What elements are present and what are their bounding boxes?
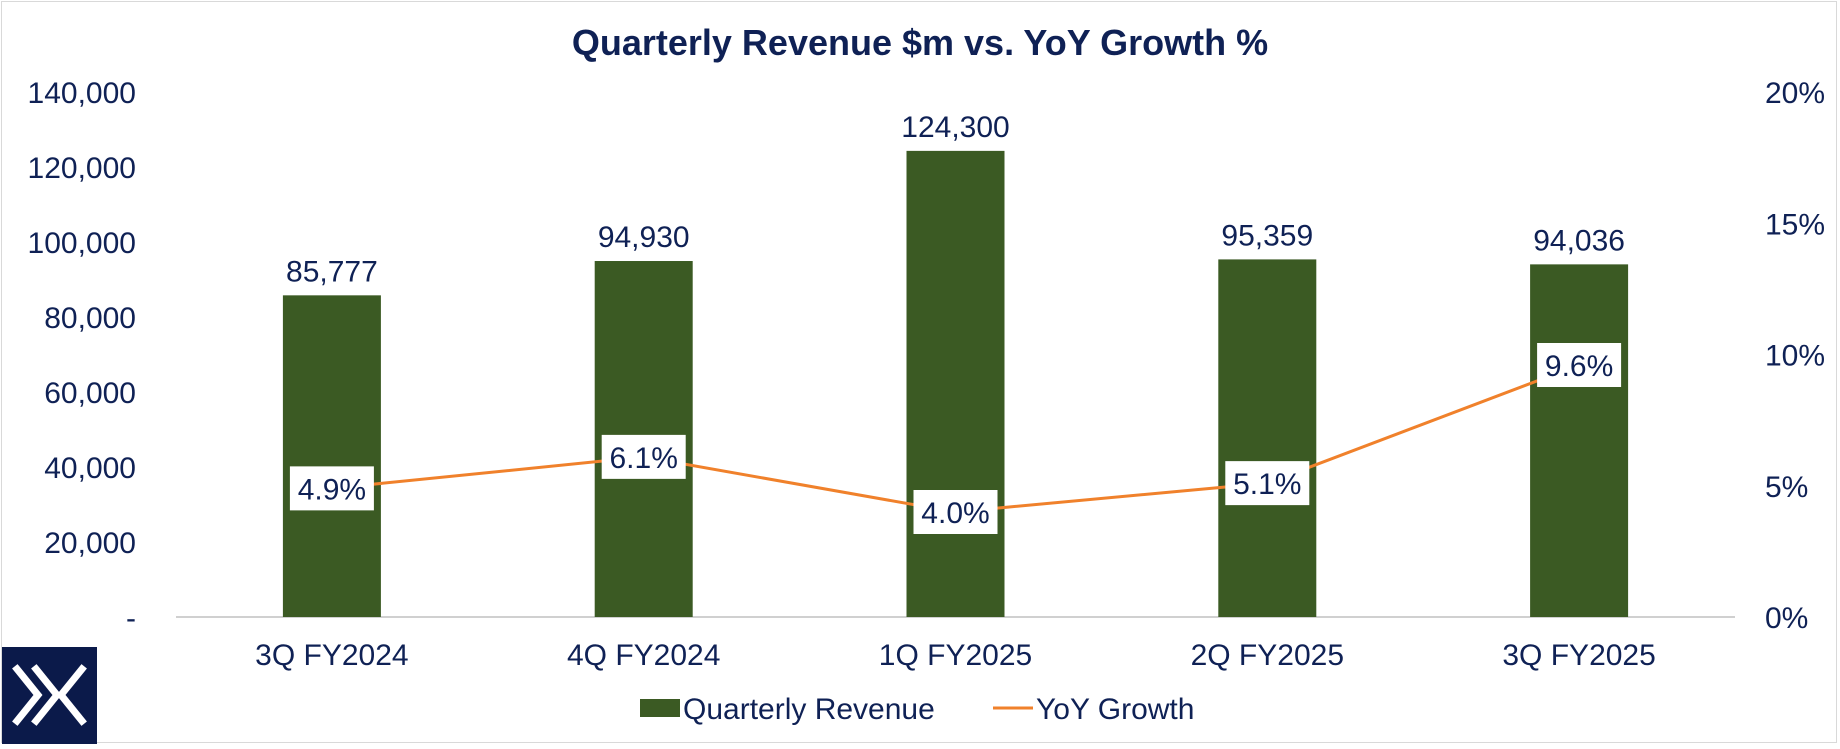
chart-title: Quarterly Revenue $m vs. YoY Growth % (572, 22, 1268, 63)
revenue-data-labels: 85,777 94,930 124,300 95,359 94,036 (286, 111, 1625, 288)
growth-data-label-box (601, 434, 686, 479)
right-y-axis: 0% 5% 10% 15% 20% (1765, 77, 1825, 635)
revenue-bar (282, 295, 381, 617)
growth-data-label: 9.6% (1537, 343, 1622, 387)
right-axis-tick-label: 20% (1765, 77, 1825, 110)
left-axis-tick-label: 120,000 (28, 152, 136, 185)
growth-data-label-box (913, 490, 998, 534)
double-chevron-x-logo-icon (12, 664, 87, 726)
left-axis-tick-label: 100,000 (28, 227, 136, 260)
growth-data-label-box (1225, 461, 1310, 506)
x-axis-category-label: 1Q FY2025 (879, 639, 1032, 672)
x-axis-category-label: 3Q FY2025 (1502, 639, 1655, 672)
left-axis-tick-label: 60,000 (44, 377, 136, 410)
growth-data-label: 6.1% (601, 434, 686, 479)
growth-data-label-box (1537, 343, 1622, 387)
revenue-bar (1218, 259, 1317, 617)
left-axis-tick-label: 140,000 (28, 77, 136, 110)
x-axis: 3Q FY2024 4Q FY2024 1Q FY2025 2Q FY2025 3Q F… (255, 639, 1656, 672)
brand-logo (2, 647, 97, 744)
left-axis-tick-label: 80,000 (44, 302, 136, 335)
legend-growth-label: YoY Growth (1036, 693, 1194, 726)
right-axis-tick-label: 0% (1765, 602, 1808, 635)
legend-revenue-swatch (640, 699, 680, 717)
legend: Quarterly Revenue YoY Growth (640, 693, 1194, 726)
revenue-bar (1530, 264, 1629, 617)
x-axis-category-label: 3Q FY2024 (255, 639, 408, 672)
growth-data-label-text: 6.1% (610, 442, 678, 475)
revenue-bar (906, 150, 1005, 617)
revenue-data-label: 85,777 (286, 255, 378, 288)
growth-data-labels: 4.9% 6.1% 4.0% 5.1% 9.6% (289, 343, 1622, 534)
legend-revenue-label: Quarterly Revenue (683, 693, 935, 726)
growth-data-label-text: 4.0% (921, 497, 989, 530)
left-axis-tick-label: 40,000 (44, 452, 136, 485)
growth-data-label-box (289, 466, 374, 511)
right-axis-tick-label: 15% (1765, 208, 1825, 241)
revenue-data-label: 94,930 (598, 221, 690, 254)
growth-data-label-text: 4.9% (298, 473, 366, 506)
growth-data-label-text: 5.1% (1233, 468, 1301, 501)
x-axis-category-label: 4Q FY2024 (567, 639, 720, 672)
x-axis-category-label: 2Q FY2025 (1191, 639, 1344, 672)
growth-data-label: 4.0% (913, 490, 998, 534)
left-y-axis: - 20,000 40,000 60,000 80,000 100,000 120,000 1… (28, 77, 136, 635)
left-axis-tick-label: 20,000 (44, 527, 136, 560)
revenue-data-label: 94,036 (1533, 224, 1625, 257)
revenue-bars (282, 150, 1629, 617)
growth-data-label-text: 9.6% (1545, 350, 1613, 383)
right-axis-tick-label: 5% (1765, 471, 1808, 504)
revenue-data-label: 124,300 (901, 111, 1009, 144)
right-axis-tick-label: 10% (1765, 340, 1825, 373)
revenue-data-label: 95,359 (1221, 219, 1313, 252)
left-axis-tick-label: - (126, 602, 136, 635)
growth-data-label: 4.9% (289, 466, 374, 511)
growth-data-label: 5.1% (1225, 461, 1310, 506)
